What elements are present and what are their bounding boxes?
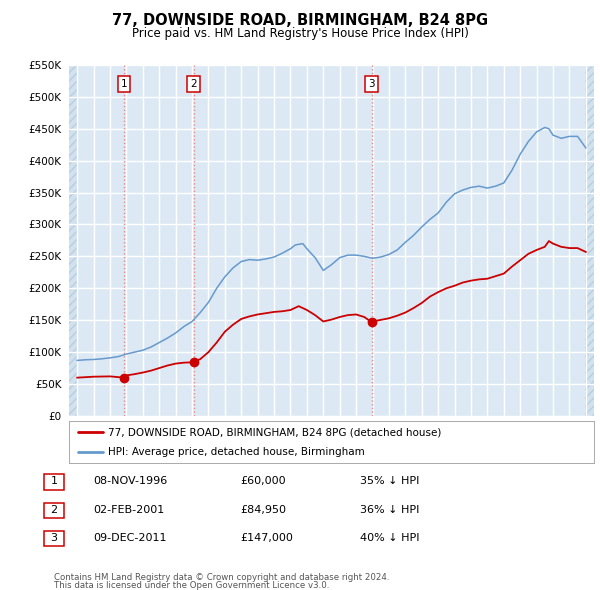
Text: 2: 2 xyxy=(50,505,58,514)
Text: 02-FEB-2001: 02-FEB-2001 xyxy=(93,505,164,514)
Text: £147,000: £147,000 xyxy=(240,533,293,543)
Text: 2: 2 xyxy=(190,79,197,89)
Text: 40% ↓ HPI: 40% ↓ HPI xyxy=(360,533,419,543)
Text: £60,000: £60,000 xyxy=(240,477,286,486)
Text: £84,950: £84,950 xyxy=(240,505,286,514)
Text: This data is licensed under the Open Government Licence v3.0.: This data is licensed under the Open Gov… xyxy=(54,581,329,590)
Text: 77, DOWNSIDE ROAD, BIRMINGHAM, B24 8PG (detached house): 77, DOWNSIDE ROAD, BIRMINGHAM, B24 8PG (… xyxy=(109,427,442,437)
Text: HPI: Average price, detached house, Birmingham: HPI: Average price, detached house, Birm… xyxy=(109,447,365,457)
Text: 09-DEC-2011: 09-DEC-2011 xyxy=(93,533,167,543)
Text: 3: 3 xyxy=(368,79,375,89)
Text: 35% ↓ HPI: 35% ↓ HPI xyxy=(360,477,419,486)
Text: 3: 3 xyxy=(50,533,58,543)
Text: Contains HM Land Registry data © Crown copyright and database right 2024.: Contains HM Land Registry data © Crown c… xyxy=(54,572,389,582)
Text: 1: 1 xyxy=(50,477,58,486)
Text: 1: 1 xyxy=(121,79,127,89)
Text: 77, DOWNSIDE ROAD, BIRMINGHAM, B24 8PG: 77, DOWNSIDE ROAD, BIRMINGHAM, B24 8PG xyxy=(112,12,488,28)
Text: Price paid vs. HM Land Registry's House Price Index (HPI): Price paid vs. HM Land Registry's House … xyxy=(131,27,469,40)
Text: 08-NOV-1996: 08-NOV-1996 xyxy=(93,477,167,486)
Text: 36% ↓ HPI: 36% ↓ HPI xyxy=(360,505,419,514)
